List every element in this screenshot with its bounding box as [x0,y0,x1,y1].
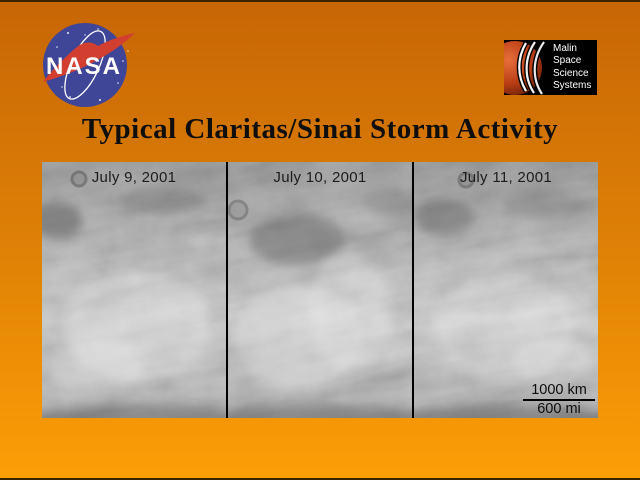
malin-mars-icon [504,40,547,95]
malin-logo-msss: Malin Space Science Systems [504,40,597,95]
malin-arcs-icon [516,40,547,95]
page-title: Typical Claritas/Sinai Storm Activity [81,113,559,145]
mars-surface-image [228,162,412,418]
nasa-insignia-icon: NASA [43,23,135,107]
mars-surface-image [42,162,226,418]
panel-date-label: July 11, 2001 [459,169,553,186]
mars-image-strip: July 9, 2001 [42,162,598,418]
mars-panel-july-9: July 9, 2001 [42,162,226,418]
malin-text-line: Space [553,55,582,66]
mars-panel-july-10: July 10, 2001 [228,162,412,418]
nasa-swoosh-icon [43,33,135,82]
scale-bar: 1000 km 600 mi [523,383,595,417]
malin-text-line: Science [553,67,589,79]
malin-text-line: Systems [553,80,592,91]
panel-date-label: July 9, 2001 [91,169,177,186]
scale-bar-km-label: 1000 km [531,382,587,398]
malin-logo-text: Malin Space Science Systems [552,43,591,93]
panel-divider [226,162,228,418]
nasa-logo: NASA [40,21,136,109]
scale-bar-line [523,398,595,401]
panel-date-label: July 10, 2001 [273,169,367,186]
mars-surface-image [414,162,598,418]
mars-panel-july-11: July 11, 2001 1000 km 600 mi [414,162,598,418]
malin-text-line: Malin [553,42,577,54]
panel-divider [412,162,414,418]
nasa-logo-text: NASA [46,53,122,80]
scale-bar-mi-label: 600 mi [537,400,581,417]
